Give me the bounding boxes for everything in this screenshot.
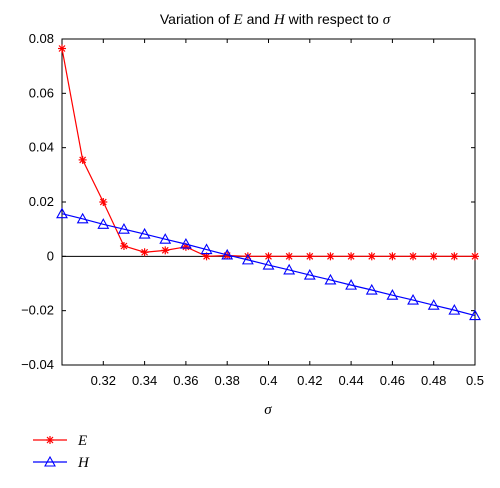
data-point-h <box>262 258 275 270</box>
asterisk-stroke <box>471 252 479 260</box>
x-tick-label: 0.38 <box>215 373 240 388</box>
data-point-e <box>305 252 314 261</box>
legend-item-e: E <box>33 433 87 449</box>
x-tick-label: 0.36 <box>173 373 198 388</box>
data-point-h <box>345 278 358 290</box>
data-point-h <box>407 293 419 305</box>
legend-marker <box>46 436 54 444</box>
asterisk-stroke <box>327 252 334 260</box>
data-point-h <box>138 227 151 239</box>
asterisk-stroke <box>409 252 417 260</box>
asterisk-stroke <box>368 252 376 260</box>
asterisk-stroke <box>430 252 438 260</box>
x-tick-label: 0.5 <box>466 373 484 388</box>
asterisk-stroke <box>99 198 107 206</box>
legend: EH <box>33 433 90 471</box>
data-point-h <box>76 212 89 224</box>
y-tick-label: 0.04 <box>29 140 54 155</box>
series-h <box>56 207 481 321</box>
data-point-e <box>367 252 376 261</box>
asterisk-stroke <box>141 248 149 256</box>
asterisk-stroke <box>265 252 272 260</box>
data-point-e <box>285 252 294 261</box>
plot-frame <box>61 38 476 366</box>
x-tick-label: 0.48 <box>421 373 446 388</box>
legend-label: E <box>77 433 87 449</box>
chart-title: Variation of E and H with respect to σ <box>160 11 391 28</box>
data-point-h <box>469 309 481 321</box>
asterisk-stroke <box>388 252 396 260</box>
legend-item-h: H <box>33 455 90 471</box>
asterisk-stroke <box>58 45 66 52</box>
legend-label: H <box>77 455 90 471</box>
data-point-e <box>99 198 108 206</box>
x-tick-label: 0.4 <box>259 373 277 388</box>
data-point-e <box>388 252 397 261</box>
x-tick-label: 0.34 <box>132 373 157 388</box>
y-tick-label: 0 <box>47 248 54 263</box>
x-tick-label: 0.46 <box>380 373 405 388</box>
asterisk-stroke <box>79 156 87 164</box>
data-point-h <box>241 253 254 265</box>
y-ticks: −0.04 −0.02 0 0.02 0.04 0.06 0.08 <box>21 31 475 372</box>
data-point-h <box>221 248 234 260</box>
data-point-h <box>386 289 399 300</box>
data-point-h <box>118 223 130 234</box>
asterisk-stroke <box>347 252 355 260</box>
data-point-e <box>78 155 87 164</box>
x-ticks: 0.32 0.34 0.36 0.38 0.4 0.42 0.44 0.46 0.48 0.5 <box>91 39 484 388</box>
data-point-h <box>427 299 440 310</box>
data-point-e <box>347 252 356 261</box>
asterisk-stroke <box>161 246 169 254</box>
data-point-e <box>409 252 418 261</box>
data-point-e <box>471 252 479 261</box>
x-tick-label: 0.44 <box>338 373 363 388</box>
y-tick-label: −0.04 <box>21 357 54 372</box>
series-line-h <box>61 213 476 317</box>
data-point-e <box>450 252 459 261</box>
data-point-h <box>56 207 68 219</box>
data-point-e <box>161 246 170 255</box>
data-point-h <box>283 263 296 275</box>
x-axis-label: σ <box>264 402 272 418</box>
data-point-e <box>58 44 66 53</box>
legend-marker <box>44 455 56 467</box>
asterisk-stroke <box>285 252 293 260</box>
data-point-h <box>324 273 337 285</box>
y-tick-label: −0.02 <box>21 303 54 318</box>
data-point-e <box>119 242 128 251</box>
y-tick-label: 0.06 <box>29 85 54 100</box>
x-tick-label: 0.42 <box>297 373 322 388</box>
data-point-h <box>179 237 192 249</box>
data-point-h <box>303 268 316 280</box>
y-tick-label: 0.02 <box>29 194 54 209</box>
data-point-h <box>200 243 213 255</box>
y-tick-label: 0.08 <box>29 31 54 46</box>
asterisk-stroke <box>46 436 54 444</box>
x-tick-label: 0.32 <box>91 373 116 388</box>
asterisk-stroke <box>450 252 458 260</box>
asterisk-stroke <box>306 252 314 260</box>
data-point-e <box>326 252 335 261</box>
data-point-e <box>140 248 149 257</box>
data-point-h <box>448 303 461 315</box>
series-e <box>58 44 479 261</box>
data-point-h <box>365 283 378 295</box>
data-point-h <box>159 233 172 244</box>
asterisk-stroke <box>120 242 128 250</box>
data-point-h <box>97 218 110 229</box>
asterisk-stroke <box>203 252 210 260</box>
series-layer <box>56 44 481 321</box>
data-point-e <box>429 252 438 261</box>
